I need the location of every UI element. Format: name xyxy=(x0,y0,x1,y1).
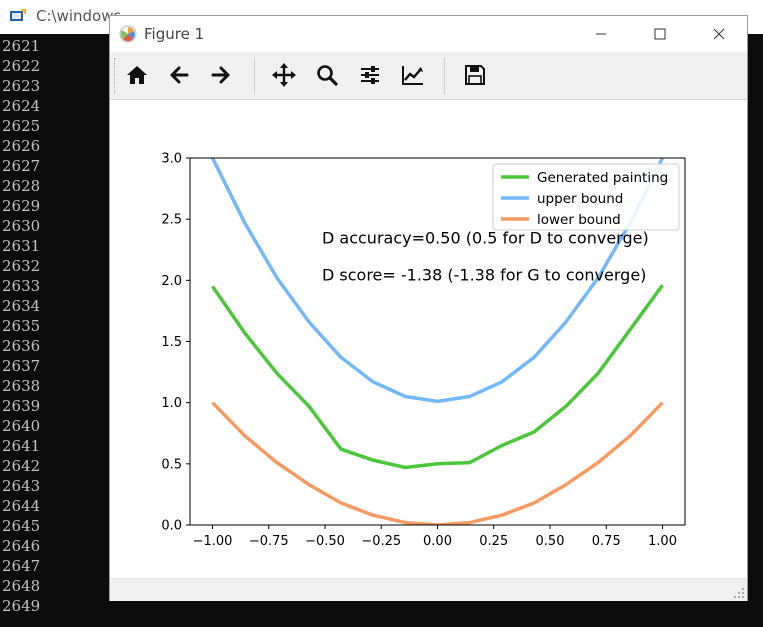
x-tick-label: −0.50 xyxy=(305,534,345,549)
annotation-text: D accuracy=0.50 (0.5 for D to converge) xyxy=(322,229,649,248)
y-tick-label: 0.5 xyxy=(161,457,182,472)
close-button[interactable] xyxy=(690,16,748,52)
forward-button[interactable] xyxy=(204,58,238,92)
save-button[interactable] xyxy=(458,58,492,92)
console-line: 2624 xyxy=(2,97,41,115)
console-line: 2644 xyxy=(2,497,41,515)
console-line: 2633 xyxy=(2,277,41,295)
console-output: 2621 2622 2623 2624 2625 2626 2627 2628 2629 2630… xyxy=(0,34,110,627)
figure-window: Figure 1 xyxy=(109,15,748,601)
console-line: 2648 xyxy=(2,577,41,595)
legend-label: Generated painting xyxy=(537,170,668,186)
zoom-icon xyxy=(317,65,338,86)
maximize-icon xyxy=(654,28,666,40)
pan-icon xyxy=(272,63,296,87)
console-line: 2639 xyxy=(2,397,41,415)
back-arrow-icon xyxy=(170,66,189,84)
console-line: 2623 xyxy=(2,77,41,95)
x-tick-label: 1.00 xyxy=(648,534,677,549)
resize-grip-icon[interactable] xyxy=(733,587,745,599)
home-button[interactable] xyxy=(120,58,154,92)
console-line: 2629 xyxy=(2,197,41,215)
save-icon xyxy=(465,65,485,85)
series-line-2 xyxy=(211,401,664,525)
navigation-toolbar xyxy=(110,52,747,100)
y-tick-label: 2.0 xyxy=(161,274,182,289)
status-bar xyxy=(110,578,747,601)
console-line: 2632 xyxy=(2,257,41,275)
console-line: 2640 xyxy=(2,417,41,435)
series-line-1 xyxy=(210,158,665,404)
matplotlib-app-icon xyxy=(119,25,137,43)
close-icon xyxy=(713,28,725,40)
console-line: 2634 xyxy=(2,297,41,315)
minimize-button[interactable] xyxy=(572,16,630,52)
y-tick-label: 3.0 xyxy=(161,152,182,167)
configure-subplots-button[interactable] xyxy=(353,58,387,92)
x-tick-label: 0.75 xyxy=(592,534,621,549)
legend-label: upper bound xyxy=(537,191,623,207)
back-button[interactable] xyxy=(162,58,196,92)
console-line: 2635 xyxy=(2,317,41,335)
console-line: 2636 xyxy=(2,337,41,355)
x-tick-label: −0.75 xyxy=(249,534,289,549)
legend-label: lower bound xyxy=(537,212,621,228)
console-line: 2628 xyxy=(2,177,41,195)
console-app-icon xyxy=(10,9,26,21)
console-line: 2641 xyxy=(2,437,41,455)
console-line: 2643 xyxy=(2,477,41,495)
console-line: 2642 xyxy=(2,457,41,475)
console-line: 2622 xyxy=(2,57,41,75)
home-icon xyxy=(127,66,147,84)
x-tick-label: 0.50 xyxy=(536,534,565,549)
console-line: 2625 xyxy=(2,117,41,135)
toolbar-separator xyxy=(254,58,255,94)
maximize-button[interactable] xyxy=(631,16,689,52)
edit-axis-icon xyxy=(402,66,423,85)
console-lines: 2621 2622 2623 2624 2625 2626 2627 2628 2629 2630… xyxy=(2,36,40,616)
plot-canvas[interactable]: −1.00 −0.75 −0.50 −0.25 0.00 0.25 0.50 0.75 1.00… xyxy=(110,100,747,578)
x-tick-label: −1.00 xyxy=(193,534,233,549)
console-line: 2649 xyxy=(2,597,41,615)
subplots-icon xyxy=(361,66,379,84)
minimize-icon xyxy=(596,33,606,35)
annotation-text: D score= -1.38 (-1.38 for G to converge) xyxy=(322,265,646,284)
series-line-0 xyxy=(211,284,664,470)
console-line: 2627 xyxy=(2,157,41,175)
y-tick-label: 0.0 xyxy=(161,519,182,534)
zoom-button[interactable] xyxy=(310,58,344,92)
toolbar-separator xyxy=(444,58,445,94)
console-title: C:\windows xyxy=(36,7,122,25)
pan-button[interactable] xyxy=(267,58,301,92)
forward-arrow-icon xyxy=(211,66,230,84)
console-line: 2631 xyxy=(2,237,41,255)
y-tick-label: 1.0 xyxy=(161,396,182,411)
console-line: 2621 xyxy=(2,37,41,55)
console-line: 2630 xyxy=(2,217,41,235)
edit-axis-button[interactable] xyxy=(396,58,430,92)
figure-titlebar[interactable]: Figure 1 xyxy=(110,16,747,52)
console-line: 2646 xyxy=(2,537,41,555)
toolbar-grip[interactable] xyxy=(114,58,117,94)
x-tick-label: 0.25 xyxy=(479,534,508,549)
console-line: 2637 xyxy=(2,357,41,375)
line-chart: −1.00 −0.75 −0.50 −0.25 0.00 0.25 0.50 0.75 1.00… xyxy=(161,152,686,549)
y-tick-label: 1.5 xyxy=(161,335,182,350)
console-line: 2626 xyxy=(2,137,41,155)
console-line: 2645 xyxy=(2,517,41,535)
console-line: 2647 xyxy=(2,557,41,575)
y-tick-label: 2.5 xyxy=(161,213,182,228)
figure-title: Figure 1 xyxy=(144,25,205,43)
x-tick-label: 0.00 xyxy=(423,534,452,549)
console-line: 2638 xyxy=(2,377,41,395)
x-tick-label: −0.25 xyxy=(361,534,401,549)
legend-box xyxy=(492,163,680,231)
